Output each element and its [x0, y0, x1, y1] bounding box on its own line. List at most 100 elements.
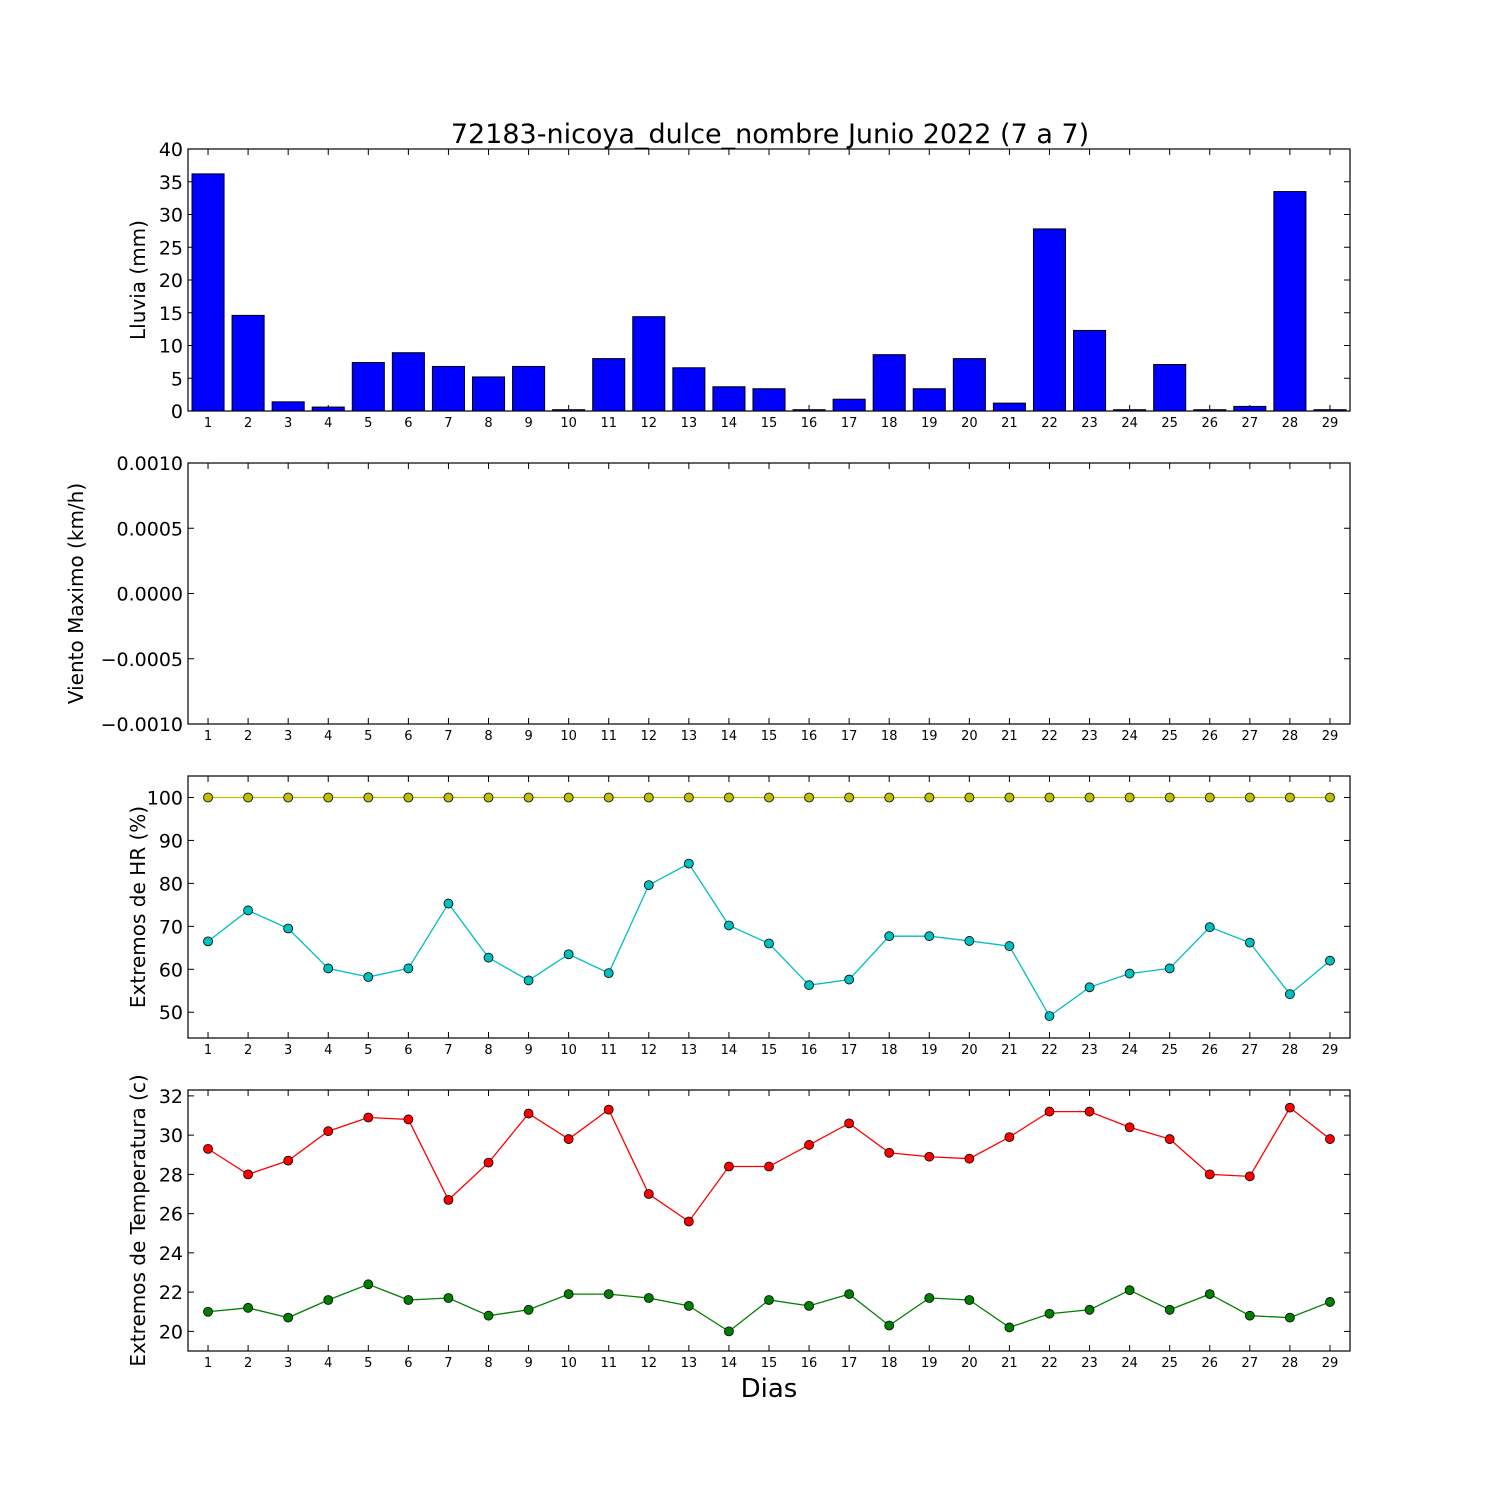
x-tick-label: 26	[1201, 729, 1218, 744]
x-tick-label: 13	[681, 416, 698, 431]
chart-title: 72183-nicoya_dulce_nombre Junio 2022 (7 …	[451, 119, 1089, 150]
x-tick-label: 4	[324, 416, 332, 431]
x-tick-label: 4	[324, 1043, 332, 1058]
data-point	[764, 1161, 774, 1172]
x-tick-label: 17	[841, 1043, 858, 1058]
y-tick-label: −0.0010	[101, 714, 183, 736]
data-point	[683, 792, 694, 803]
x-tick-label: 20	[961, 1043, 978, 1058]
x-tick-label: 27	[1242, 729, 1259, 744]
x-tick-label: 10	[560, 729, 577, 744]
bar	[1032, 228, 1067, 412]
x-tick-label: 14	[721, 1356, 738, 1371]
data-point	[1124, 1285, 1135, 1296]
data-point	[483, 952, 494, 963]
y-tick-label: 30	[159, 205, 183, 227]
bar	[632, 316, 666, 412]
y-tick-label: 50	[159, 1002, 183, 1024]
data-point	[643, 1293, 654, 1303]
data-point	[1044, 1011, 1055, 1021]
x-tick-label: 26	[1201, 1356, 1218, 1371]
data-point	[243, 1302, 254, 1313]
x-tick-label: 9	[524, 729, 532, 744]
data-point	[884, 792, 895, 803]
data-point	[1284, 1312, 1295, 1323]
y-tick-label: 30	[159, 1125, 183, 1147]
bar	[1273, 191, 1307, 412]
data-point	[924, 1151, 935, 1162]
data-point	[603, 1289, 614, 1299]
data-point	[243, 1169, 254, 1180]
bar	[672, 367, 706, 412]
x-tick-label: 1	[204, 1043, 212, 1058]
y-tick-label: 20	[159, 1321, 183, 1343]
data-point	[283, 1155, 294, 1166]
bar	[552, 409, 586, 412]
x-tick-label: 27	[1242, 416, 1259, 431]
data-point	[643, 792, 654, 803]
y-axis-label: Extremos de Temperatura (c)	[126, 1074, 150, 1366]
x-tick-label: 28	[1282, 1043, 1299, 1058]
data-point	[323, 1295, 334, 1305]
x-tick-label: 21	[1001, 1356, 1018, 1371]
data-point	[403, 963, 414, 974]
data-point	[203, 792, 213, 803]
data-point	[603, 1104, 614, 1115]
x-tick-label: 23	[1081, 1356, 1098, 1371]
y-tick-label: 5	[171, 368, 183, 390]
data-point	[1164, 792, 1175, 803]
x-tick-label: 4	[324, 729, 332, 744]
x-tick-label: 11	[600, 416, 617, 431]
y-tick-label: 15	[159, 303, 183, 325]
data-point	[1004, 1132, 1015, 1142]
data-point	[964, 792, 975, 803]
plot-frame	[187, 775, 1351, 1039]
x-tick-label: 18	[881, 416, 898, 431]
data-point	[1325, 955, 1335, 966]
x-tick-label: 1	[204, 416, 212, 431]
bar	[592, 358, 626, 412]
data-point	[1084, 1304, 1095, 1315]
data-point	[563, 949, 574, 960]
x-tick-label: 14	[721, 1043, 738, 1058]
x-tick-label: 10	[560, 1043, 577, 1058]
x-tick-label: 28	[1282, 729, 1299, 744]
x-tick-label: 12	[641, 729, 658, 744]
y-tick-label: 0.0000	[117, 584, 183, 606]
x-tick-label: 25	[1161, 1043, 1178, 1058]
data-point	[643, 1189, 654, 1199]
x-tick-label: 15	[761, 729, 778, 744]
bar	[1113, 409, 1147, 412]
x-tick-label: 15	[761, 1356, 778, 1371]
bar	[1233, 405, 1267, 412]
data-point	[1204, 1169, 1215, 1180]
data-point	[1204, 1289, 1215, 1299]
data-point	[1084, 982, 1095, 993]
x-tick-label: 29	[1322, 416, 1339, 431]
bar	[912, 388, 946, 412]
bar	[231, 314, 265, 412]
bar	[872, 354, 906, 412]
x-tick-label: 16	[801, 729, 818, 744]
data-point	[563, 792, 574, 803]
data-point	[363, 972, 374, 982]
y-tick-label: 90	[159, 830, 183, 852]
bar	[992, 402, 1026, 412]
data-point	[323, 963, 334, 974]
data-point	[323, 792, 334, 803]
x-tick-label: 4	[324, 1356, 332, 1371]
data-point	[724, 792, 734, 803]
x-tick-label: 19	[921, 1356, 938, 1371]
y-tick-label: 35	[159, 172, 183, 194]
data-point	[924, 1293, 935, 1303]
x-tick-label: 8	[484, 729, 492, 744]
x-tick-label: 7	[444, 729, 452, 744]
data-point	[443, 792, 454, 803]
data-point	[403, 1114, 414, 1125]
y-axis-label: Extremos de HR (%)	[126, 806, 150, 1008]
bar	[351, 362, 385, 412]
data-point	[1084, 792, 1095, 803]
data-point	[1244, 1171, 1255, 1182]
